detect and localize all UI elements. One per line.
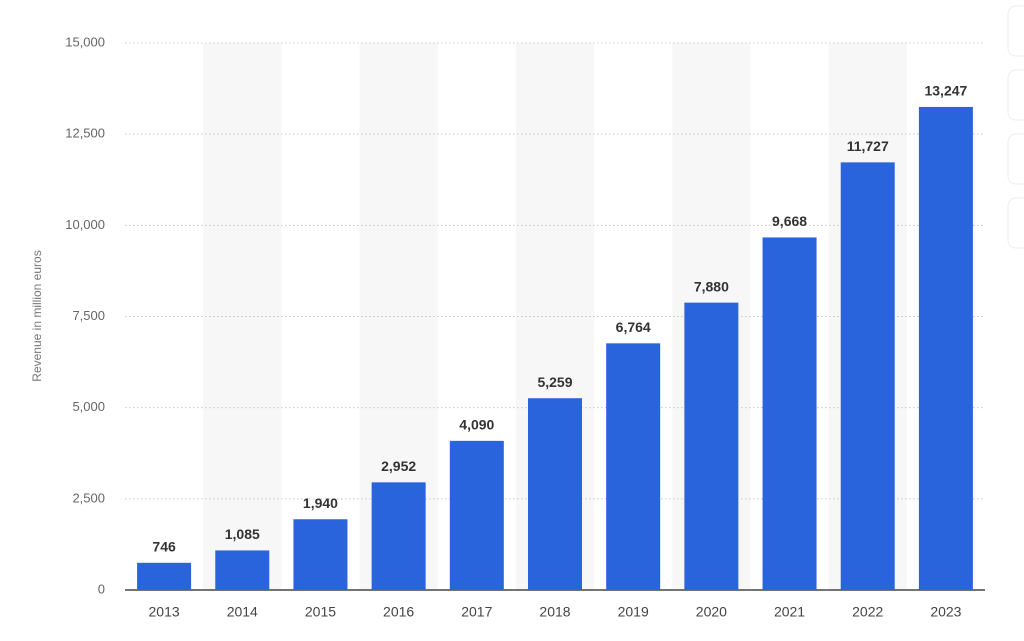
bar — [371, 482, 426, 590]
marks-layer — [137, 106, 973, 591]
widget-button[interactable] — [1007, 69, 1024, 121]
value-label: 11,727 — [847, 138, 889, 154]
side-widgets — [1007, 5, 1024, 249]
bar — [528, 398, 582, 590]
value-label: 5,259 — [537, 374, 572, 390]
labels-layer: 0 2,500 5,000 7,500 10,000 12,500 15,000 2013 74… — [65, 34, 967, 619]
x-tick-label: 2017 — [461, 604, 492, 620]
y-tick-label: 2,500 — [72, 490, 105, 505]
bar — [762, 237, 817, 591]
value-label: 1,085 — [225, 526, 260, 542]
x-tick-label: 2015 — [305, 604, 336, 620]
y-tick-label: 5,000 — [72, 399, 105, 414]
x-tick-label: 2019 — [618, 604, 649, 620]
value-label: 1,940 — [303, 495, 338, 511]
bar — [840, 162, 895, 590]
y-tick-label: 12,500 — [65, 126, 105, 141]
bar — [137, 562, 192, 590]
y-axis-label: Revenue in million euros — [30, 250, 44, 381]
y-tick-label: 15,000 — [65, 34, 105, 49]
x-tick-label: 2021 — [774, 604, 805, 620]
bar — [606, 343, 661, 590]
bar — [449, 440, 504, 590]
value-label: 4,090 — [459, 417, 494, 433]
bar — [215, 550, 270, 590]
x-tick-label: 2020 — [696, 604, 727, 620]
value-label: 2,952 — [381, 458, 416, 474]
value-label: 7,880 — [694, 278, 729, 294]
x-tick-label: 2014 — [227, 604, 258, 620]
bar — [918, 106, 973, 591]
value-label: 746 — [152, 538, 176, 554]
y-tick-label: 7,500 — [72, 308, 105, 323]
y-tick-label: 10,000 — [65, 217, 105, 232]
bar — [684, 302, 739, 590]
widget-button[interactable] — [1007, 197, 1024, 249]
x-tick-label: 2018 — [539, 604, 570, 620]
y-tick-label: 0 — [98, 581, 105, 596]
x-tick-label: 2023 — [930, 604, 961, 620]
x-tick-label: 2016 — [383, 604, 414, 620]
value-label: 6,764 — [616, 319, 651, 335]
widget-button[interactable] — [1007, 5, 1024, 57]
x-tick-label: 2022 — [852, 604, 883, 620]
value-label: 13,247 — [924, 83, 967, 99]
value-label: 9,668 — [772, 213, 807, 229]
bar — [293, 519, 348, 590]
x-tick-label: 2013 — [149, 604, 180, 620]
widget-button[interactable] — [1007, 133, 1024, 185]
